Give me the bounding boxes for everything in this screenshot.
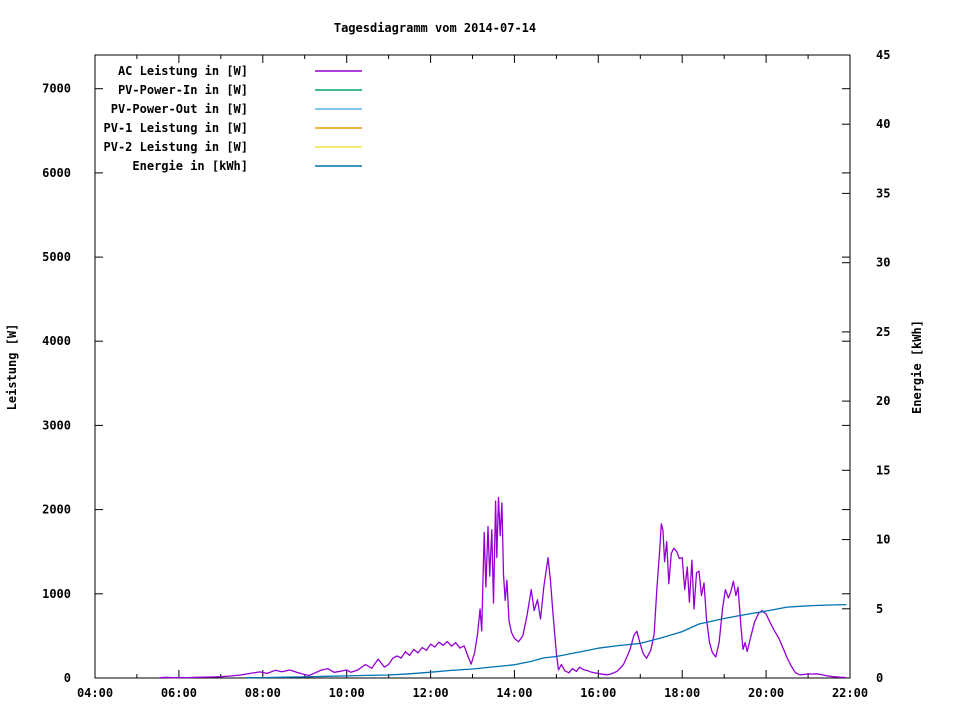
y-left-tick-label: 6000 bbox=[42, 166, 71, 180]
legend-label: AC Leistung in [W] bbox=[118, 64, 248, 78]
x-tick-label: 18:00 bbox=[664, 686, 700, 700]
x-tick-label: 20:00 bbox=[748, 686, 784, 700]
legend-label: PV-1 Leistung in [W] bbox=[104, 121, 249, 135]
x-tick-label: 16:00 bbox=[580, 686, 616, 700]
right-axis-title: Energie [kWh] bbox=[910, 320, 924, 414]
legend-label: Energie in [kWh] bbox=[132, 159, 248, 173]
y-right-tick-label: 25 bbox=[876, 325, 890, 339]
y-left-tick-label: 4000 bbox=[42, 334, 71, 348]
series-line-energie-in-kwh bbox=[245, 603, 847, 679]
y-left-tick-label: 0 bbox=[64, 671, 71, 685]
series-line-ac-leistung-in-w bbox=[159, 496, 847, 679]
y-right-tick-label: 45 bbox=[876, 48, 890, 62]
plot-area: 04:00 06:00 08:00 10:00 12:00 14:00 16:00 18:00… bbox=[42, 48, 890, 700]
x-tick-label: 12:00 bbox=[413, 686, 449, 700]
x-tick-label: 10:00 bbox=[329, 686, 365, 700]
x-tick-label: 22:00 bbox=[832, 686, 868, 700]
y-right-tick-label: 35 bbox=[876, 186, 890, 200]
y-left-tick-label: 1000 bbox=[42, 587, 71, 601]
y-left-tick-label: 5000 bbox=[42, 250, 71, 264]
x-tick-label: 08:00 bbox=[245, 686, 281, 700]
y-left-tick-label: 2000 bbox=[42, 503, 71, 517]
y-right-tick-label: 0 bbox=[876, 671, 883, 685]
legend-label: PV-Power-Out in [W] bbox=[111, 102, 248, 116]
legend-label: PV-Power-In in [W] bbox=[118, 83, 248, 97]
y-right-tick-label: 40 bbox=[876, 117, 890, 131]
y-right-tick-label: 15 bbox=[876, 463, 890, 477]
left-axis-title: Leistung [W] bbox=[5, 324, 19, 411]
y-right-tick-label: 10 bbox=[876, 533, 890, 547]
y-left-tick-label: 7000 bbox=[42, 82, 71, 96]
x-tick-label: 04:00 bbox=[77, 686, 113, 700]
legend-label: PV-2 Leistung in [W] bbox=[104, 140, 249, 154]
chart-title: Tagesdiagramm vom 2014-07-14 bbox=[334, 21, 536, 35]
y-right-tick-label: 30 bbox=[876, 256, 890, 270]
y-right-tick-label: 20 bbox=[876, 394, 890, 408]
y-left-tick-label: 3000 bbox=[42, 418, 71, 432]
x-tick-label: 06:00 bbox=[161, 686, 197, 700]
y-right-tick-label: 5 bbox=[876, 602, 883, 616]
x-tick-label: 14:00 bbox=[496, 686, 532, 700]
